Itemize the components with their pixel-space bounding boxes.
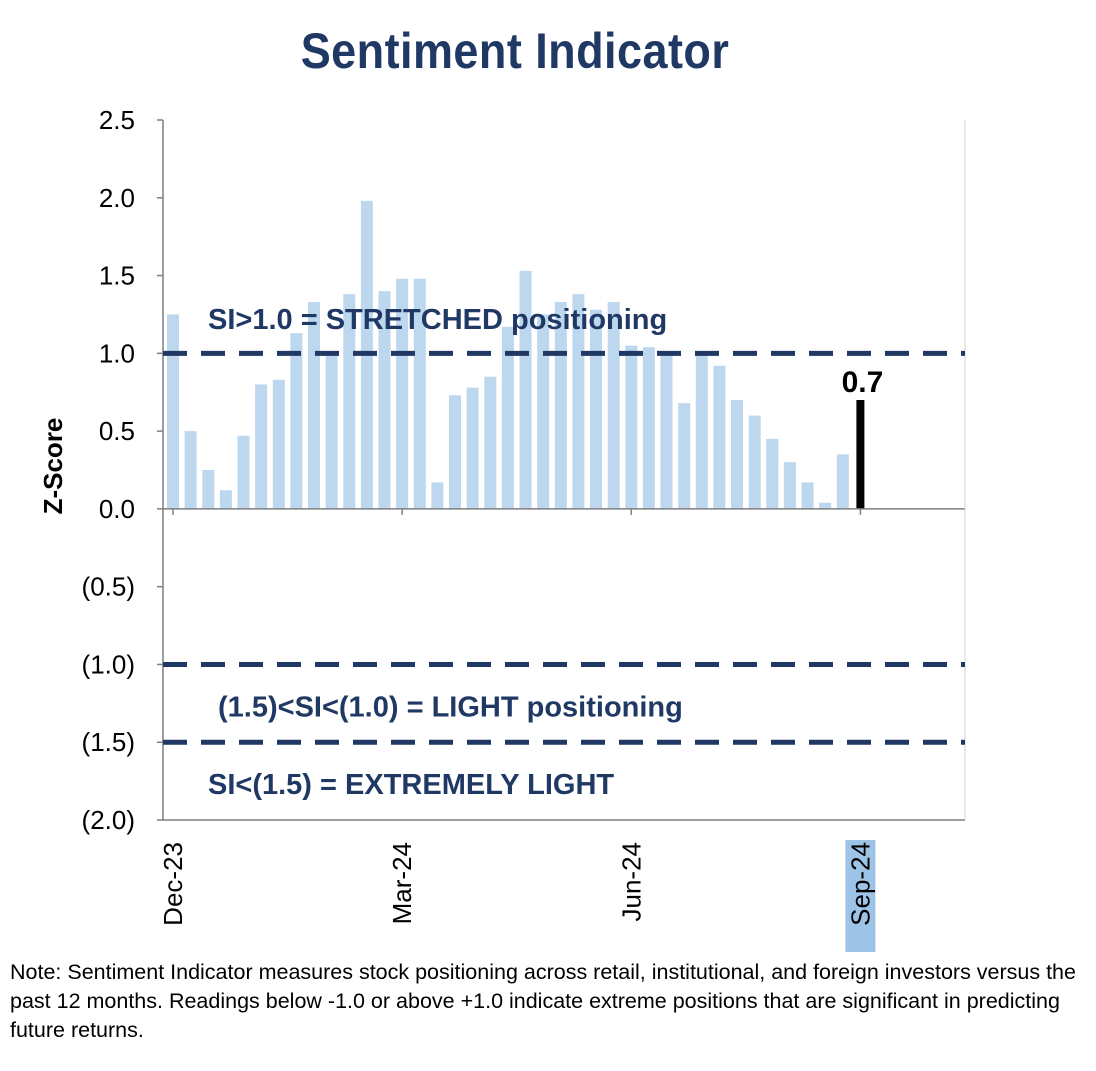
annotation: (1.5)<SI<(1.0) = LIGHT positioning xyxy=(218,691,683,723)
bar xyxy=(783,462,796,509)
bar xyxy=(343,294,356,509)
bar xyxy=(836,454,849,509)
bar xyxy=(801,482,814,509)
annotation: SI<(1.5) = EXTREMELY LIGHT xyxy=(208,769,614,801)
bar xyxy=(290,333,303,509)
bar xyxy=(590,309,602,509)
bar xyxy=(748,415,761,509)
bar xyxy=(255,384,268,509)
bar xyxy=(219,490,232,509)
bar xyxy=(642,347,655,509)
chart-title: Sentiment Indicator xyxy=(300,23,730,79)
bar xyxy=(378,291,391,509)
footnote: Note: Sentiment Indicator measures stock… xyxy=(10,960,1076,1042)
x-tick-highlight xyxy=(845,840,876,952)
bar xyxy=(484,376,497,509)
bar xyxy=(519,270,532,509)
reference-lines xyxy=(163,350,965,745)
bar xyxy=(625,345,638,509)
y-tick-label: 2.0 xyxy=(99,183,135,213)
bar xyxy=(202,470,215,509)
y-tick-label: 0.5 xyxy=(99,416,135,446)
bar xyxy=(466,387,479,509)
bar xyxy=(184,431,197,509)
axes-layer xyxy=(157,119,966,821)
annotation: SI>1.0 = STRETCHED positioning xyxy=(208,304,667,336)
bar xyxy=(413,278,426,509)
y-tick-label: 1.0 xyxy=(99,338,135,368)
x-tick-label: Jun-24 xyxy=(616,842,646,922)
y-tick-label: (0.5) xyxy=(82,572,135,602)
bar xyxy=(660,353,673,509)
chart-labels: 2.5 2.0 1.5 1.0 0.5 0.0 (0.5) (1.0) (1.5) (2.0) De… xyxy=(38,105,883,952)
latest-value-label: 0.7 xyxy=(842,366,884,399)
y-tick-label: 1.5 xyxy=(99,261,135,291)
bar xyxy=(501,326,514,509)
bar xyxy=(607,302,620,509)
bar xyxy=(272,379,285,509)
bar xyxy=(167,314,179,509)
y-tick-label: 2.5 xyxy=(99,105,135,135)
bar xyxy=(449,395,461,509)
latest-bar xyxy=(856,400,865,509)
bar xyxy=(695,353,708,509)
bar xyxy=(537,314,550,509)
bars-layer xyxy=(167,200,865,509)
bar xyxy=(678,403,691,509)
bar xyxy=(572,294,585,509)
bar xyxy=(713,365,726,509)
bar xyxy=(431,482,444,509)
x-tick-label: Sep-24 xyxy=(845,842,875,926)
bar xyxy=(325,353,338,509)
y-tick-label: 0.0 xyxy=(99,494,135,524)
y-tick-label: (2.0) xyxy=(82,805,135,835)
bar xyxy=(731,400,743,509)
bar xyxy=(766,438,779,509)
x-tick-label: Mar-24 xyxy=(387,842,417,924)
bar xyxy=(237,435,250,509)
bar xyxy=(819,502,832,509)
bar xyxy=(396,278,409,509)
y-tick-label: (1.5) xyxy=(82,727,135,757)
y-tick-label: (1.0) xyxy=(82,649,135,679)
y-axis-label: Z-Score xyxy=(38,418,68,515)
x-tick-label: Dec-23 xyxy=(158,842,188,926)
